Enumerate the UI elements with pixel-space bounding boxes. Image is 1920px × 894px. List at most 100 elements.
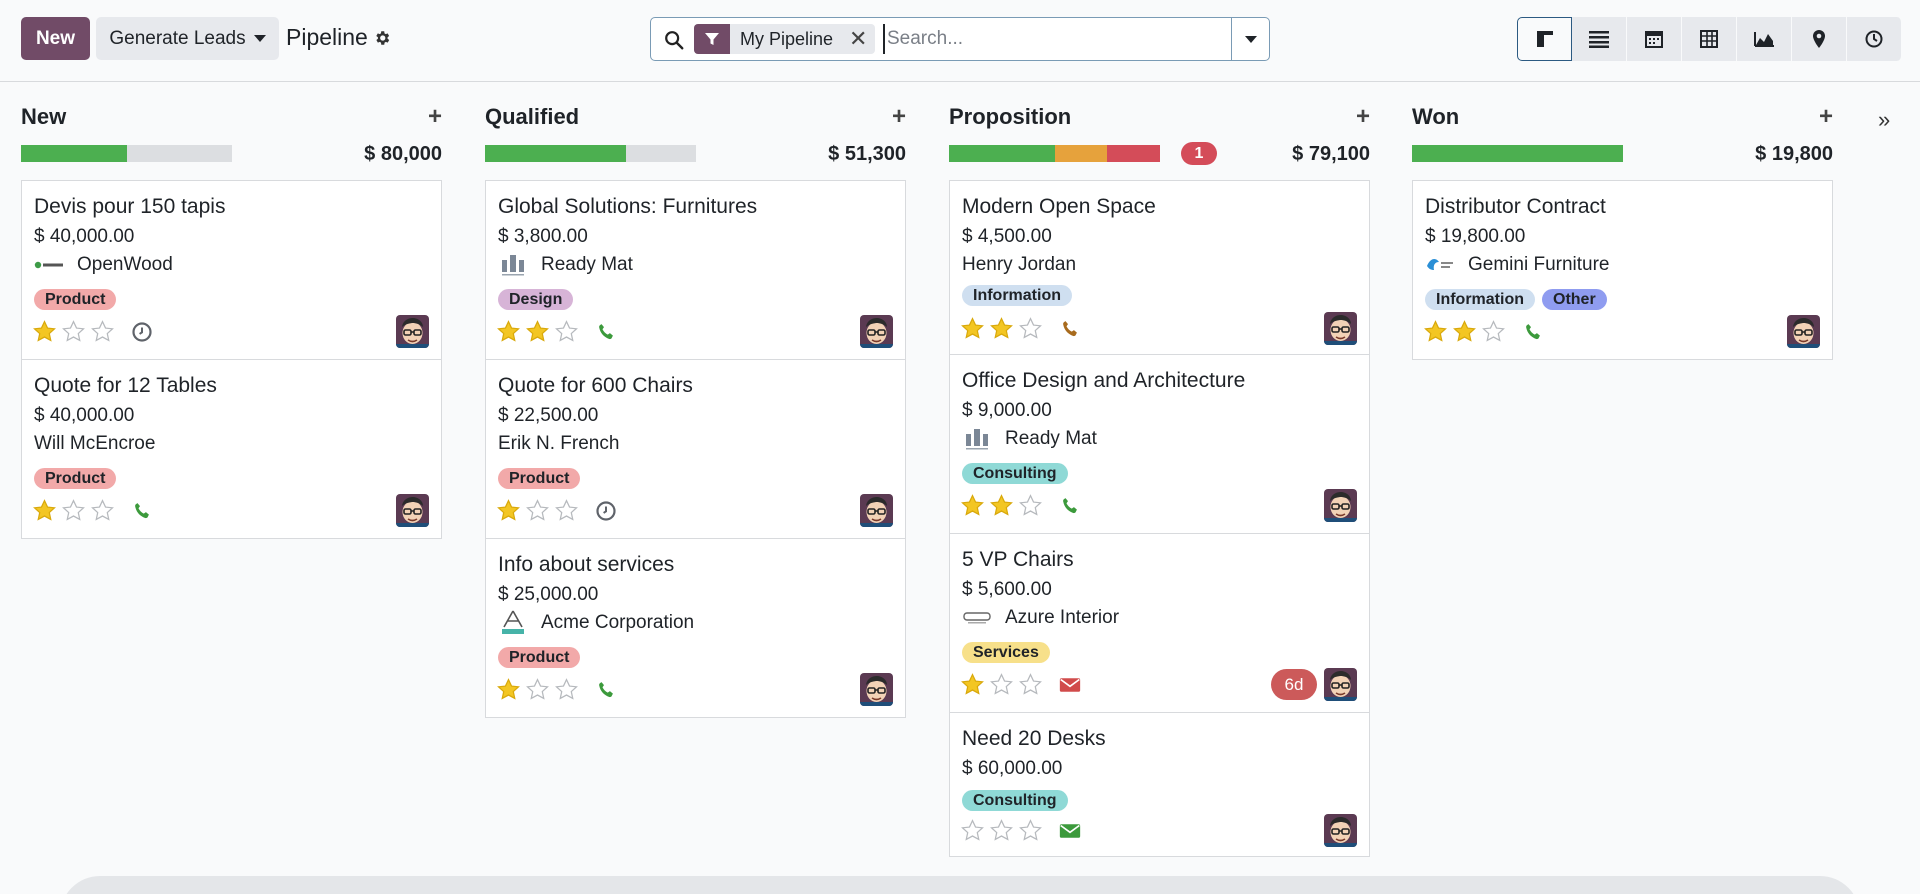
- salesperson-avatar[interactable]: [396, 315, 429, 348]
- column-title[interactable]: Qualified: [485, 104, 580, 129]
- salesperson-avatar[interactable]: [1787, 315, 1820, 348]
- search-input[interactable]: [883, 24, 1223, 54]
- progress-segment[interactable]: [21, 145, 127, 162]
- progress-segment[interactable]: [1107, 145, 1160, 162]
- column-progress-bar[interactable]: [21, 145, 232, 162]
- opportunity-card[interactable]: Quote for 600 Chairs $ 22,500.00 Erik N. F…: [485, 359, 906, 539]
- page-title[interactable]: Pipeline: [286, 24, 368, 50]
- generate-leads-button[interactable]: Generate Leads: [96, 17, 279, 60]
- gear-icon[interactable]: [373, 29, 391, 47]
- opportunity-card[interactable]: Need 20 Desks $ 60,000.00 Consulting: [949, 712, 1370, 857]
- activity-view-button[interactable]: [1847, 17, 1902, 61]
- column-title[interactable]: Won: [1412, 104, 1460, 129]
- priority-stars[interactable]: [960, 672, 1043, 697]
- new-button[interactable]: New: [21, 17, 90, 60]
- star-empty-icon[interactable]: [554, 677, 579, 702]
- priority-stars[interactable]: [960, 493, 1043, 518]
- star-empty-icon[interactable]: [1018, 672, 1043, 697]
- email-activity-icon[interactable]: [1059, 820, 1081, 842]
- clock-icon[interactable]: [595, 500, 617, 522]
- star-empty-icon[interactable]: [554, 319, 579, 344]
- map-view-button[interactable]: [1792, 17, 1847, 61]
- progress-segment[interactable]: [1054, 145, 1108, 162]
- opportunity-card[interactable]: Distributor Contract $ 19,800.00 Gemini Fu…: [1412, 180, 1833, 360]
- opportunity-card[interactable]: Global Solutions: Furnitures $ 3,800.00 Re…: [485, 180, 906, 360]
- phone-icon[interactable]: [1522, 321, 1544, 343]
- star-empty-icon[interactable]: [61, 498, 86, 523]
- opportunity-card[interactable]: Modern Open Space $ 4,500.00 Henry Jordan I…: [949, 180, 1370, 355]
- star-empty-icon[interactable]: [525, 677, 550, 702]
- column-progress-bar[interactable]: [1412, 145, 1623, 162]
- phone-icon[interactable]: [1059, 495, 1081, 517]
- star-filled-icon[interactable]: [32, 319, 57, 344]
- salesperson-avatar[interactable]: [1324, 312, 1357, 345]
- phone-icon[interactable]: [131, 500, 153, 522]
- quick-create-icon[interactable]: +: [1818, 103, 1833, 130]
- graph-view-button[interactable]: [1737, 17, 1792, 61]
- salesperson-avatar[interactable]: [860, 673, 893, 706]
- salesperson-avatar[interactable]: [860, 315, 893, 348]
- quick-create-icon[interactable]: +: [1355, 103, 1370, 130]
- phone-icon[interactable]: [595, 321, 617, 343]
- salesperson-avatar[interactable]: [860, 494, 893, 527]
- star-filled-icon[interactable]: [525, 319, 550, 344]
- star-empty-icon[interactable]: [960, 818, 985, 843]
- star-empty-icon[interactable]: [525, 498, 550, 523]
- progress-segment[interactable]: [1412, 145, 1623, 162]
- star-empty-icon[interactable]: [989, 672, 1014, 697]
- fold-columns-icon[interactable]: »: [1878, 107, 1891, 132]
- clock-icon[interactable]: [131, 321, 153, 343]
- overdue-count-badge[interactable]: 1: [1181, 142, 1217, 165]
- priority-stars[interactable]: [32, 498, 115, 523]
- star-empty-icon[interactable]: [1481, 319, 1506, 344]
- salesperson-avatar[interactable]: [396, 494, 429, 527]
- star-filled-icon[interactable]: [989, 493, 1014, 518]
- list-view-button[interactable]: [1572, 17, 1627, 61]
- star-filled-icon[interactable]: [32, 498, 57, 523]
- priority-stars[interactable]: [1423, 319, 1506, 344]
- salesperson-avatar[interactable]: [1324, 489, 1357, 522]
- progress-segment[interactable]: [949, 145, 1055, 162]
- email-activity-icon[interactable]: [1059, 674, 1081, 696]
- column-title[interactable]: Proposition: [949, 104, 1072, 129]
- star-filled-icon[interactable]: [1452, 319, 1477, 344]
- pivot-view-button[interactable]: [1682, 17, 1737, 61]
- priority-stars[interactable]: [496, 319, 579, 344]
- opportunity-card[interactable]: Info about services $ 25,000.00 Acme Corpo…: [485, 538, 906, 718]
- priority-stars[interactable]: [960, 316, 1043, 341]
- star-filled-icon[interactable]: [960, 316, 985, 341]
- close-icon[interactable]: ✕: [849, 26, 868, 51]
- search-options-toggle[interactable]: [1231, 18, 1269, 60]
- priority-stars[interactable]: [32, 319, 115, 344]
- phone-icon[interactable]: [1059, 318, 1081, 340]
- opportunity-card[interactable]: Office Design and Architecture $ 9,000.00…: [949, 354, 1370, 534]
- star-empty-icon[interactable]: [1018, 818, 1043, 843]
- opportunity-card[interactable]: Devis pour 150 tapis $ 40,000.00 OpenWood P…: [21, 180, 442, 360]
- star-empty-icon[interactable]: [90, 498, 115, 523]
- opportunity-card[interactable]: 5 VP Chairs $ 5,600.00 Azure Interior Servi…: [949, 533, 1370, 713]
- salesperson-avatar[interactable]: [1324, 814, 1357, 847]
- quick-create-icon[interactable]: +: [891, 103, 906, 130]
- star-filled-icon[interactable]: [496, 319, 521, 344]
- star-filled-icon[interactable]: [496, 498, 521, 523]
- quick-create-icon[interactable]: +: [427, 103, 442, 130]
- star-empty-icon[interactable]: [61, 319, 86, 344]
- priority-stars[interactable]: [496, 498, 579, 523]
- star-filled-icon[interactable]: [960, 493, 985, 518]
- star-empty-icon[interactable]: [1018, 316, 1043, 341]
- salesperson-avatar[interactable]: [1324, 668, 1357, 701]
- star-empty-icon[interactable]: [90, 319, 115, 344]
- kanban-view-button[interactable]: [1517, 17, 1572, 61]
- column-progress-bar[interactable]: [949, 145, 1160, 162]
- progress-segment[interactable]: [485, 145, 626, 162]
- star-empty-icon[interactable]: [989, 818, 1014, 843]
- star-filled-icon[interactable]: [989, 316, 1014, 341]
- column-progress-bar[interactable]: [485, 145, 696, 162]
- star-empty-icon[interactable]: [1018, 493, 1043, 518]
- column-title[interactable]: New: [21, 104, 67, 129]
- priority-stars[interactable]: [496, 677, 579, 702]
- star-filled-icon[interactable]: [496, 677, 521, 702]
- calendar-view-button[interactable]: [1627, 17, 1682, 61]
- phone-icon[interactable]: [595, 679, 617, 701]
- star-filled-icon[interactable]: [960, 672, 985, 697]
